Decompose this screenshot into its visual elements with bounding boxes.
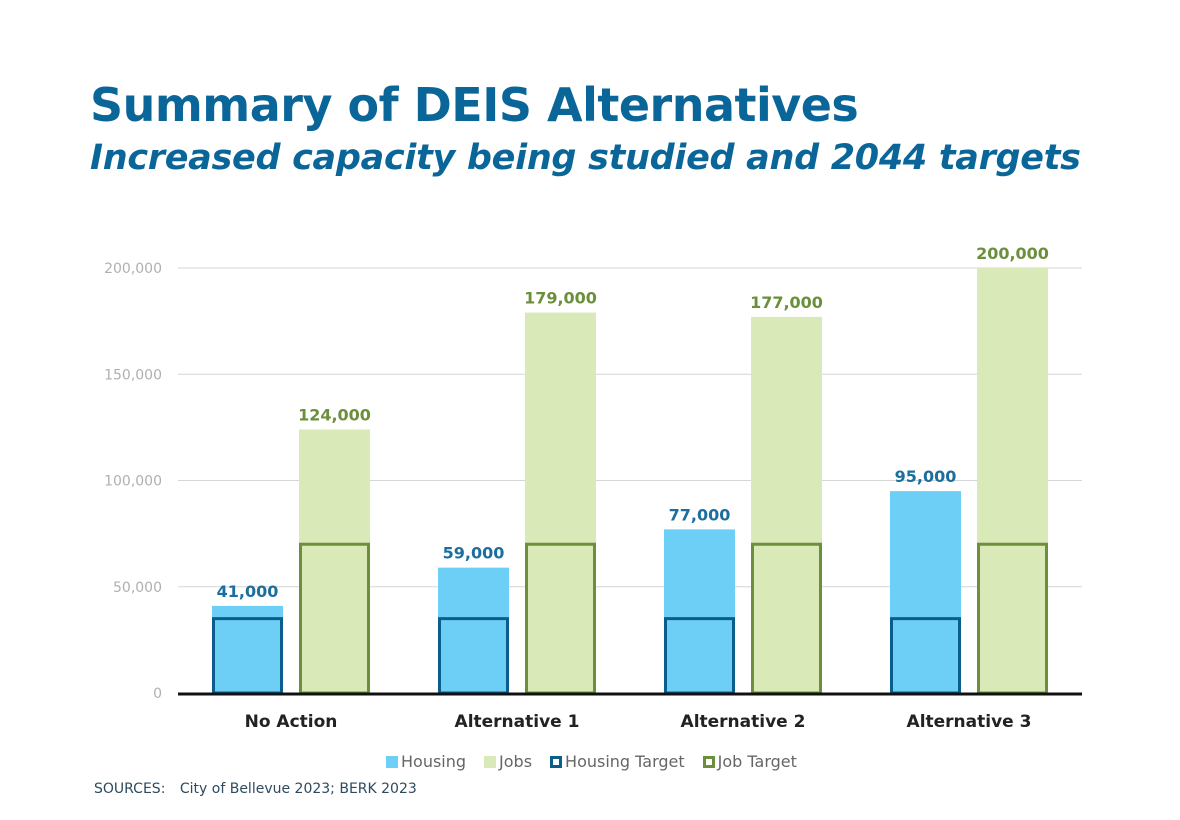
data-label-housing: 59,000 (443, 544, 505, 563)
legend-label: Job Target (717, 752, 797, 771)
bar-housing (890, 491, 961, 693)
data-label-jobs: 177,000 (750, 293, 823, 312)
legend-swatch-housing-target (550, 755, 563, 768)
legend: Housing Jobs Housing Target Job Target (386, 752, 797, 771)
data-label-jobs: 124,000 (298, 406, 371, 425)
bar-jobs (525, 312, 596, 693)
y-tick-label: 150,000 (104, 367, 162, 383)
legend-swatch-housing (386, 755, 398, 768)
sources-text: City of Bellevue 2023; BERK 2023 (179, 781, 417, 797)
bar-housing (212, 605, 283, 693)
legend-label: Housing Target (565, 752, 685, 771)
sources-key: SOURCES: (94, 781, 166, 797)
legend-item-housing-target: Housing Target (550, 752, 685, 771)
bar-jobs (299, 429, 370, 693)
y-tick-label: 100,000 (104, 474, 162, 490)
y-tick-label: 0 (153, 686, 162, 702)
legend-item-housing: Housing (386, 752, 466, 771)
legend-swatch-jobs (484, 755, 497, 768)
legend-label: Housing (401, 752, 467, 771)
y-tick-label: 200,000 (104, 261, 162, 277)
bar-housing (664, 529, 735, 693)
x-category-label: Alternative 1 (455, 712, 580, 732)
data-label-housing: 77,000 (669, 505, 731, 524)
x-category-label: Alternative 3 (907, 712, 1032, 732)
bar-jobs (751, 316, 822, 693)
x-category-label: Alternative 2 (681, 712, 806, 732)
data-label-housing: 95,000 (895, 467, 957, 486)
bar-jobs (977, 268, 1048, 693)
chart-subtitle: Increased capacity being studied and 204… (90, 138, 1081, 178)
sources-note: SOURCES: City of Bellevue 2023; BERK 202… (94, 781, 417, 797)
data-label-housing: 41,000 (217, 582, 279, 601)
data-label-jobs: 179,000 (524, 289, 597, 308)
legend-swatch-job-target (702, 755, 715, 768)
legend-item-jobs: Jobs (484, 752, 532, 771)
legend-item-job-target: Job Target (702, 752, 797, 771)
bar-housing (438, 567, 509, 693)
y-tick-label: 50,000 (113, 580, 162, 596)
legend-label: Jobs (499, 752, 533, 771)
x-category-label: No Action (245, 712, 338, 732)
data-label-jobs: 200,000 (976, 244, 1049, 263)
chart-title: Summary of DEIS Alternatives (90, 78, 859, 132)
